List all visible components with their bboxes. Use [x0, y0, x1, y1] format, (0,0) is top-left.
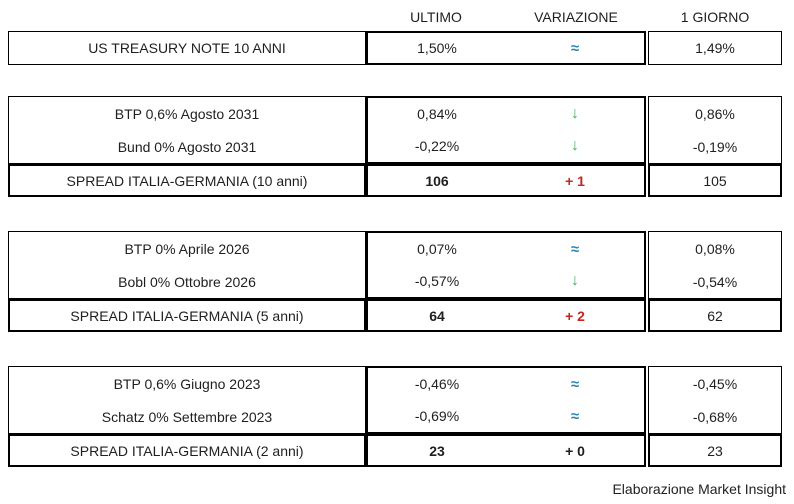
spread-change-value: + 1 — [565, 172, 585, 189]
ultimo-value: -0,46% — [414, 376, 460, 392]
column-header-ultimo: ULTIMO — [410, 9, 462, 25]
instrument-label: Bobl 0% Ottobre 2026 — [118, 273, 256, 290]
spread-values-box: 23 + 0 — [366, 434, 646, 467]
spread-label-box: SPREAD ITALIA-GERMANIA (5 anni) — [8, 299, 366, 332]
spread-10y-row: SPREAD ITALIA-GERMANIA (10 anni) 106 + 1… — [8, 164, 794, 197]
spread-label-box: SPREAD ITALIA-GERMANIA (10 anni) — [8, 164, 366, 197]
spread-ultimo-value: 64 — [429, 307, 445, 324]
giorno-value: 0,08% — [695, 240, 735, 257]
instrument-label-box: BTP 0,6% Giugno 2023 Schatz 0% Settembre… — [8, 366, 366, 434]
giorno-box: 1,49% — [648, 31, 782, 65]
spread-values-box: 64 + 2 — [366, 299, 646, 332]
giorno-value: 1,49% — [695, 40, 735, 56]
ultimo-value: -0,57% — [414, 273, 460, 289]
instrument-label: BTP 0% Aprile 2026 — [124, 240, 250, 257]
spread-label: SPREAD ITALIA-GERMANIA (2 anni) — [70, 442, 304, 459]
column-header-variazione: VARIAZIONE — [534, 9, 618, 25]
spread-change-value: + 0 — [565, 442, 585, 459]
spread-label: SPREAD ITALIA-GERMANIA (5 anni) — [70, 307, 304, 324]
giorno-value: -0,68% — [692, 408, 738, 425]
spread-5y-row: SPREAD ITALIA-GERMANIA (5 anni) 64 + 2 6… — [8, 299, 794, 332]
flat-approx-icon: ≈ — [570, 39, 580, 57]
giorno-value: 0,86% — [695, 105, 735, 122]
column-header-giorno: 1 GIORNO — [680, 9, 750, 25]
giorno-box: 0,08% -0,54% — [648, 231, 782, 299]
values-box: 1,50% ≈ — [366, 31, 646, 65]
source-credit: Elaborazione Market Insight — [612, 481, 786, 497]
down-arrow-icon: ↓ — [571, 272, 579, 289]
spread-ultimo-value: 23 — [429, 442, 445, 459]
spread-values-box: 106 + 1 — [366, 164, 646, 197]
giorno-value: -0,54% — [692, 273, 738, 290]
spread-giorno-value: 105 — [703, 172, 727, 189]
flat-approx-icon: ≈ — [570, 375, 580, 393]
ultimo-value: -0,22% — [414, 138, 460, 154]
spread-giorno-box: 62 — [648, 299, 782, 332]
values-box: -0,46% ≈ -0,69% ≈ — [366, 366, 646, 434]
instrument-label-box: BTP 0% Aprile 2026 Bobl 0% Ottobre 2026 — [8, 231, 366, 299]
instrument-label: Schatz 0% Settembre 2023 — [101, 408, 273, 425]
spread-change-value: + 2 — [565, 307, 585, 324]
instrument-label: BTP 0,6% Agosto 2031 — [114, 105, 260, 122]
down-arrow-icon: ↓ — [571, 105, 579, 122]
down-arrow-icon: ↓ — [571, 137, 579, 154]
spread-giorno-box: 23 — [648, 434, 782, 467]
spread-ultimo-value: 106 — [425, 172, 449, 189]
values-box: 0,07% ≈ -0,57% ↓ — [366, 231, 646, 299]
values-box: 0,84% ↓ -0,22% ↓ — [366, 96, 646, 164]
giorno-value: -0,45% — [692, 375, 738, 392]
spread-giorno-box: 105 — [648, 164, 782, 197]
instrument-label-box: BTP 0,6% Agosto 2031 Bund 0% Agosto 2031 — [8, 96, 366, 164]
spread-label-box: SPREAD ITALIA-GERMANIA (2 anni) — [8, 434, 366, 467]
spread-label: SPREAD ITALIA-GERMANIA (10 anni) — [66, 172, 308, 189]
ultimo-value: 0,84% — [417, 106, 457, 122]
giorno-box: -0,45% -0,68% — [648, 366, 782, 434]
us-treasury-row: US TREASURY NOTE 10 ANNI 1,50% ≈ 1,49% — [8, 31, 794, 65]
pair-10y: BTP 0,6% Agosto 2031 Bund 0% Agosto 2031… — [8, 96, 794, 164]
flat-approx-icon: ≈ — [570, 240, 580, 258]
ultimo-value: 1,50% — [417, 40, 457, 56]
spread-giorno-value: 62 — [707, 307, 723, 324]
instrument-label: BTP 0,6% Giugno 2023 — [113, 375, 261, 392]
giorno-box: 0,86% -0,19% — [648, 96, 782, 164]
pair-5y: BTP 0% Aprile 2026 Bobl 0% Ottobre 2026 … — [8, 231, 794, 299]
column-headers: ULTIMO VARIAZIONE 1 GIORNO — [8, 8, 794, 26]
pair-2y: BTP 0,6% Giugno 2023 Schatz 0% Settembre… — [8, 366, 794, 434]
ultimo-value: -0,69% — [414, 408, 460, 424]
instrument-label: US TREASURY NOTE 10 ANNI — [88, 40, 286, 56]
spread-2y-row: SPREAD ITALIA-GERMANIA (2 anni) 23 + 0 2… — [8, 434, 794, 467]
ultimo-value: 0,07% — [417, 241, 457, 257]
instrument-label: Bund 0% Agosto 2031 — [117, 138, 257, 155]
spread-giorno-value: 23 — [707, 442, 723, 459]
instrument-label-box: US TREASURY NOTE 10 ANNI — [8, 31, 366, 65]
giorno-value: -0,19% — [692, 138, 738, 155]
flat-approx-icon: ≈ — [570, 407, 580, 425]
